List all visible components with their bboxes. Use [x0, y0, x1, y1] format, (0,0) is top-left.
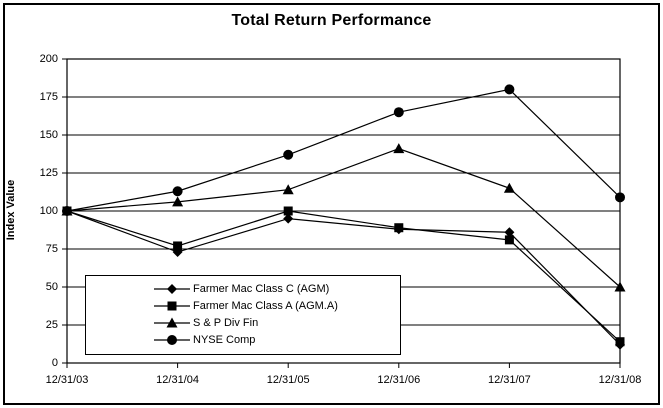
legend-item: Farmer Mac Class C (AGM)	[154, 281, 400, 296]
triangle-legend-icon	[154, 317, 190, 328]
y-tick-label: 50	[45, 281, 58, 293]
marker-circle	[393, 107, 404, 118]
x-tick-label: 12/31/06	[377, 374, 421, 386]
marker-circle	[283, 149, 294, 160]
marker-square	[615, 337, 625, 347]
diamond-legend-icon	[154, 283, 190, 294]
legend-marker-triangle	[166, 317, 178, 328]
y-tick-label: 75	[45, 243, 58, 255]
legend-label: S & P Div Fin	[193, 317, 259, 330]
marker-circle	[504, 84, 515, 95]
marker-diamond	[283, 213, 294, 224]
circle-legend-icon	[154, 335, 190, 346]
legend-item: Farmer Mac Class A (AGM.A)	[154, 298, 400, 313]
series-line-triangle	[66, 148, 621, 288]
legend-marker-square	[167, 301, 177, 311]
legend-item: S & P Div Fin	[154, 316, 400, 331]
y-tick-label: 150	[39, 129, 58, 141]
x-tick-label: 12/31/05	[266, 374, 310, 386]
marker-diamond	[504, 227, 515, 238]
marker-triangle	[614, 281, 626, 292]
legend-label: NYSE Comp	[193, 334, 256, 347]
marker-circle	[615, 192, 625, 203]
y-tick-label: 25	[45, 319, 58, 331]
square-legend-icon	[154, 301, 190, 311]
legend-label: Farmer Mac Class C (AGM)	[193, 282, 330, 295]
legend: Farmer Mac Class C (AGM) Farmer Mac Class…	[85, 275, 401, 355]
legend-item: NYSE Comp	[154, 333, 400, 348]
legend-marker-circle	[167, 335, 177, 346]
marker-square	[504, 235, 514, 245]
marker-square	[283, 206, 293, 216]
marker-circle	[62, 206, 72, 216]
series-line-circle	[66, 88, 621, 212]
x-tick-label: 12/31/07	[487, 374, 531, 386]
marker-triangle	[393, 143, 405, 154]
marker-triangle	[503, 182, 515, 193]
x-tick-label: 12/31/08	[598, 374, 642, 386]
y-tick-label: 100	[39, 205, 58, 217]
series-line-square	[66, 210, 621, 343]
marker-circle	[172, 186, 183, 197]
marker-triangle	[282, 184, 294, 195]
y-tick-label: 175	[39, 91, 58, 103]
series-line-diamond	[66, 210, 621, 346]
y-tick-label: 125	[39, 167, 58, 179]
marker-square	[394, 223, 404, 233]
x-tick-label: 12/31/03	[45, 374, 89, 386]
marker-square	[173, 241, 183, 251]
y-tick-label: 0	[51, 357, 58, 369]
chart-title: Total Return Performance	[231, 12, 432, 29]
marker-triangle	[172, 196, 184, 207]
legend-label: Farmer Mac Class A (AGM.A)	[193, 299, 338, 312]
y-tick-label: 200	[39, 53, 58, 65]
x-tick-label: 12/31/04	[156, 374, 199, 386]
legend-marker-diamond	[167, 283, 177, 294]
